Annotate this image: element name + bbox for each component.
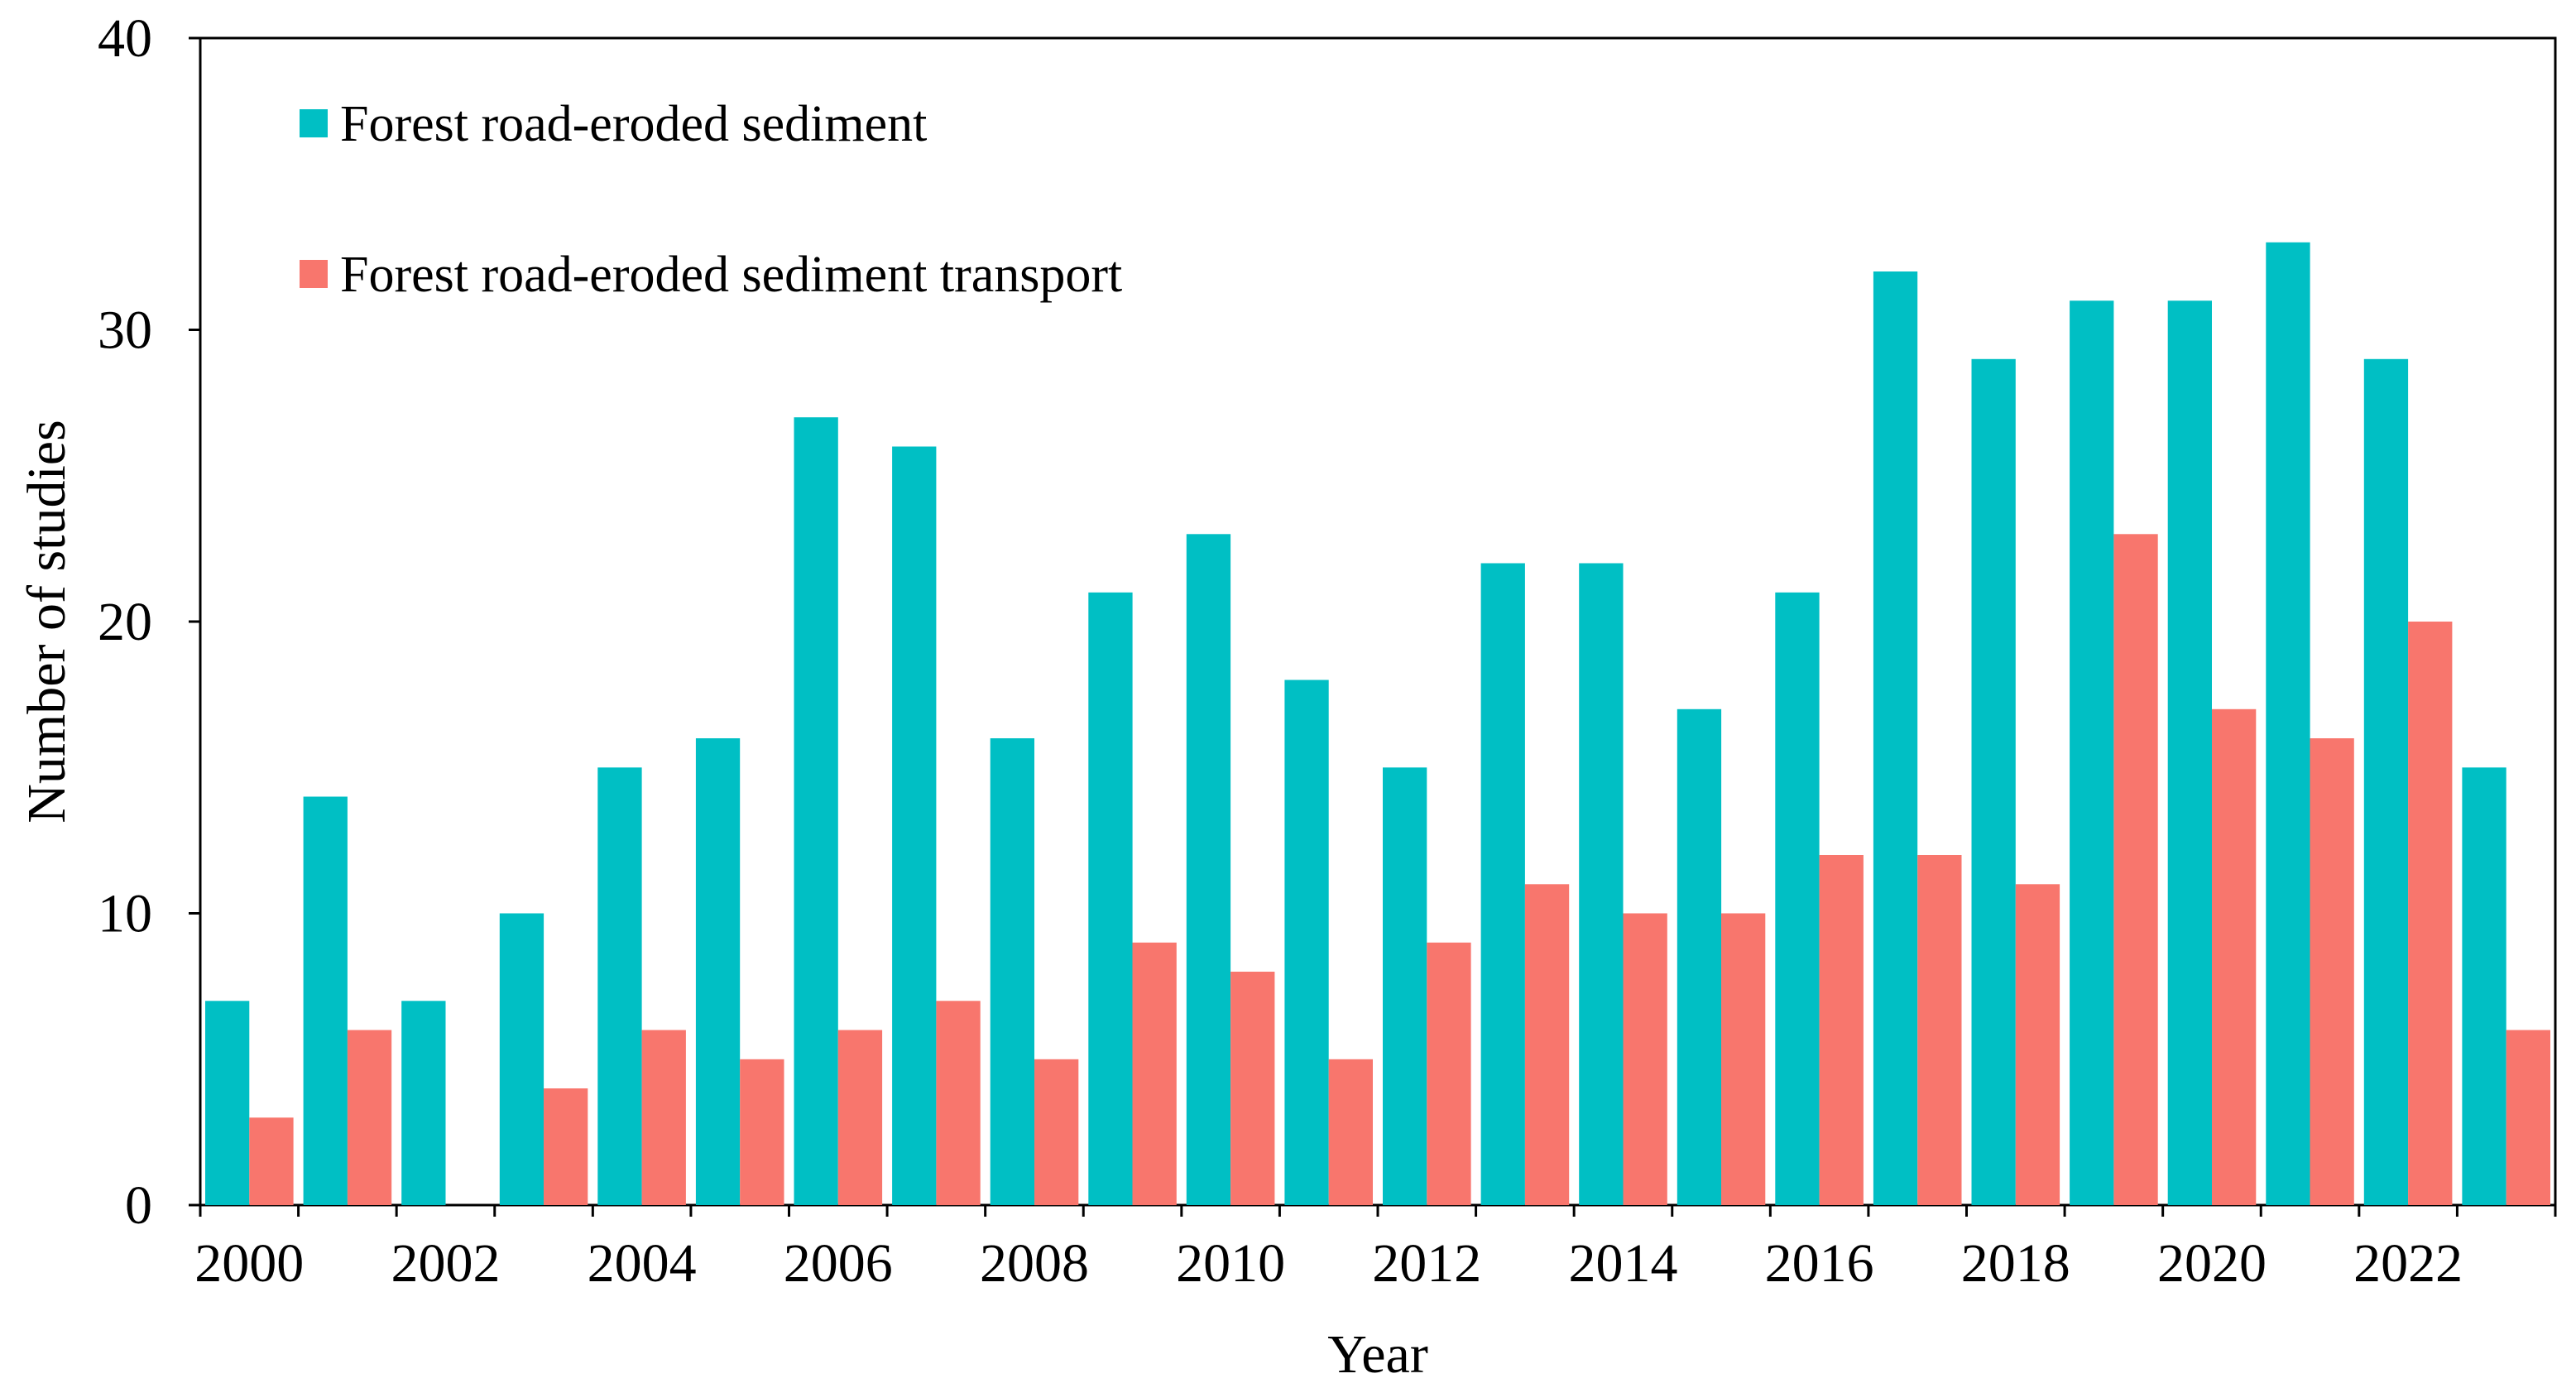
bar-forest-road-eroded-sediment-2015 — [1677, 708, 1722, 1206]
x-tick-label-2012: 2012 — [1372, 1233, 1481, 1294]
bar-forest-road-eroded-sediment-2016 — [1775, 592, 1820, 1206]
bar-forest-road-eroded-sediment-2021 — [2266, 242, 2310, 1206]
y-tick-label-0: 0 — [125, 1175, 152, 1236]
bar-forest-road-eroded-sediment-transport-2016 — [1819, 855, 1864, 1205]
bar-forest-road-eroded-sediment-transport-2012 — [1427, 942, 1471, 1206]
y-tick-label-20: 20 — [98, 592, 152, 652]
bar-forest-road-eroded-sediment-transport-2018 — [2015, 884, 2060, 1206]
legend-label-forest-road-eroded-sediment-transport: Forest road-eroded sediment transport — [340, 247, 1122, 303]
bar-forest-road-eroded-sediment-transport-2005 — [740, 1059, 784, 1206]
bar-forest-road-eroded-sediment-transport-2017 — [1917, 855, 1962, 1205]
bar-forest-road-eroded-sediment-transport-2022 — [2408, 622, 2453, 1205]
bar-forest-road-eroded-sediment-transport-2003 — [544, 1088, 588, 1205]
legend: Forest road-eroded sediment Forest road-… — [300, 96, 1122, 303]
bar-forest-road-eroded-sediment-transport-2008 — [1034, 1059, 1079, 1206]
bar-forest-road-eroded-sediment-transport-2019 — [2113, 534, 2158, 1205]
legend-swatch-forest-road-eroded-sediment-transport — [300, 260, 328, 288]
bar-forest-road-eroded-sediment-2006 — [794, 417, 838, 1205]
legend-swatch-forest-road-eroded-sediment — [300, 109, 328, 137]
bar-forest-road-eroded-sediment-2001 — [303, 796, 348, 1205]
bar-forest-road-eroded-sediment-transport-2013 — [1524, 884, 1570, 1206]
bar-forest-road-eroded-sediment-2004 — [597, 767, 642, 1206]
bar-forest-road-eroded-sediment-transport-2023 — [2506, 1030, 2550, 1205]
bar-forest-road-eroded-sediment-transport-2009 — [1132, 942, 1177, 1206]
bar-forest-road-eroded-sediment-2005 — [695, 738, 741, 1205]
x-tick-label-2018: 2018 — [1961, 1233, 2070, 1294]
bar-forest-road-eroded-sediment-2010 — [1186, 534, 1231, 1205]
x-axis-ticks: 2000 2002 2004 2006 2008 2010 2012 2014 2016 2018… — [194, 1205, 2557, 1294]
x-tick-label-2002: 2002 — [391, 1233, 501, 1294]
bar-forest-road-eroded-sediment-2018 — [1971, 358, 2016, 1206]
bar-forest-road-eroded-sediment-transport-2015 — [1721, 913, 1766, 1205]
bar-forest-road-eroded-sediment-2013 — [1480, 563, 1525, 1205]
bars-group — [205, 242, 2550, 1206]
bar-forest-road-eroded-sediment-2017 — [1873, 271, 1918, 1205]
bar-forest-road-eroded-sediment-transport-2007 — [936, 1001, 981, 1206]
y-tick-label-10: 10 — [98, 884, 152, 944]
bar-forest-road-eroded-sediment-transport-2006 — [837, 1030, 883, 1205]
bar-forest-road-eroded-sediment-transport-2014 — [1623, 913, 1667, 1205]
bar-forest-road-eroded-sediment-transport-2000 — [249, 1117, 294, 1206]
bar-forest-road-eroded-sediment-2020 — [2167, 300, 2212, 1206]
bar-forest-road-eroded-sediment-transport-2011 — [1328, 1059, 1373, 1206]
x-tick-label-2008: 2008 — [980, 1233, 1089, 1294]
bar-forest-road-eroded-sediment-2007 — [892, 446, 937, 1205]
y-axis-label: Number of studies — [17, 420, 77, 824]
bar-forest-road-eroded-sediment-2023 — [2462, 767, 2506, 1206]
x-axis-label: Year — [1327, 1324, 1428, 1385]
bar-forest-road-eroded-sediment-2011 — [1284, 680, 1329, 1205]
y-tick-label-30: 30 — [98, 300, 152, 361]
bar-forest-road-eroded-sediment-2003 — [499, 913, 544, 1205]
bar-forest-road-eroded-sediment-2008 — [990, 738, 1034, 1205]
x-tick-label-2004: 2004 — [588, 1233, 697, 1294]
bar-forest-road-eroded-sediment-2019 — [2070, 300, 2114, 1206]
bar-forest-road-eroded-sediment-transport-2004 — [641, 1030, 686, 1205]
bar-forest-road-eroded-sediment-2009 — [1088, 592, 1133, 1206]
legend-label-forest-road-eroded-sediment: Forest road-eroded sediment — [340, 96, 927, 152]
bar-forest-road-eroded-sediment-transport-2021 — [2310, 738, 2354, 1205]
bar-forest-road-eroded-sediment-2014 — [1579, 563, 1624, 1205]
bar-forest-road-eroded-sediment-transport-2001 — [347, 1030, 392, 1205]
x-tick-label-2010: 2010 — [1176, 1233, 1285, 1294]
x-tick-label-2014: 2014 — [1569, 1233, 1678, 1294]
bar-forest-road-eroded-sediment-transport-2020 — [2212, 708, 2257, 1206]
bar-forest-road-eroded-sediment-2002 — [401, 1001, 446, 1206]
x-tick-label-2022: 2022 — [2353, 1233, 2463, 1294]
y-tick-label-40: 40 — [98, 8, 152, 69]
x-tick-label-2020: 2020 — [2157, 1233, 2267, 1294]
y-axis-ticks: 0 10 20 30 40 — [98, 8, 200, 1236]
x-tick-label-2016: 2016 — [1765, 1233, 1874, 1294]
bar-forest-road-eroded-sediment-2000 — [205, 1001, 250, 1206]
bar-forest-road-eroded-sediment-2012 — [1383, 767, 1427, 1206]
bar-forest-road-eroded-sediment-transport-2010 — [1230, 972, 1275, 1205]
bar-forest-road-eroded-sediment-2022 — [2363, 358, 2409, 1206]
x-tick-label-2006: 2006 — [784, 1233, 893, 1294]
x-tick-label-2000: 2000 — [194, 1233, 304, 1294]
